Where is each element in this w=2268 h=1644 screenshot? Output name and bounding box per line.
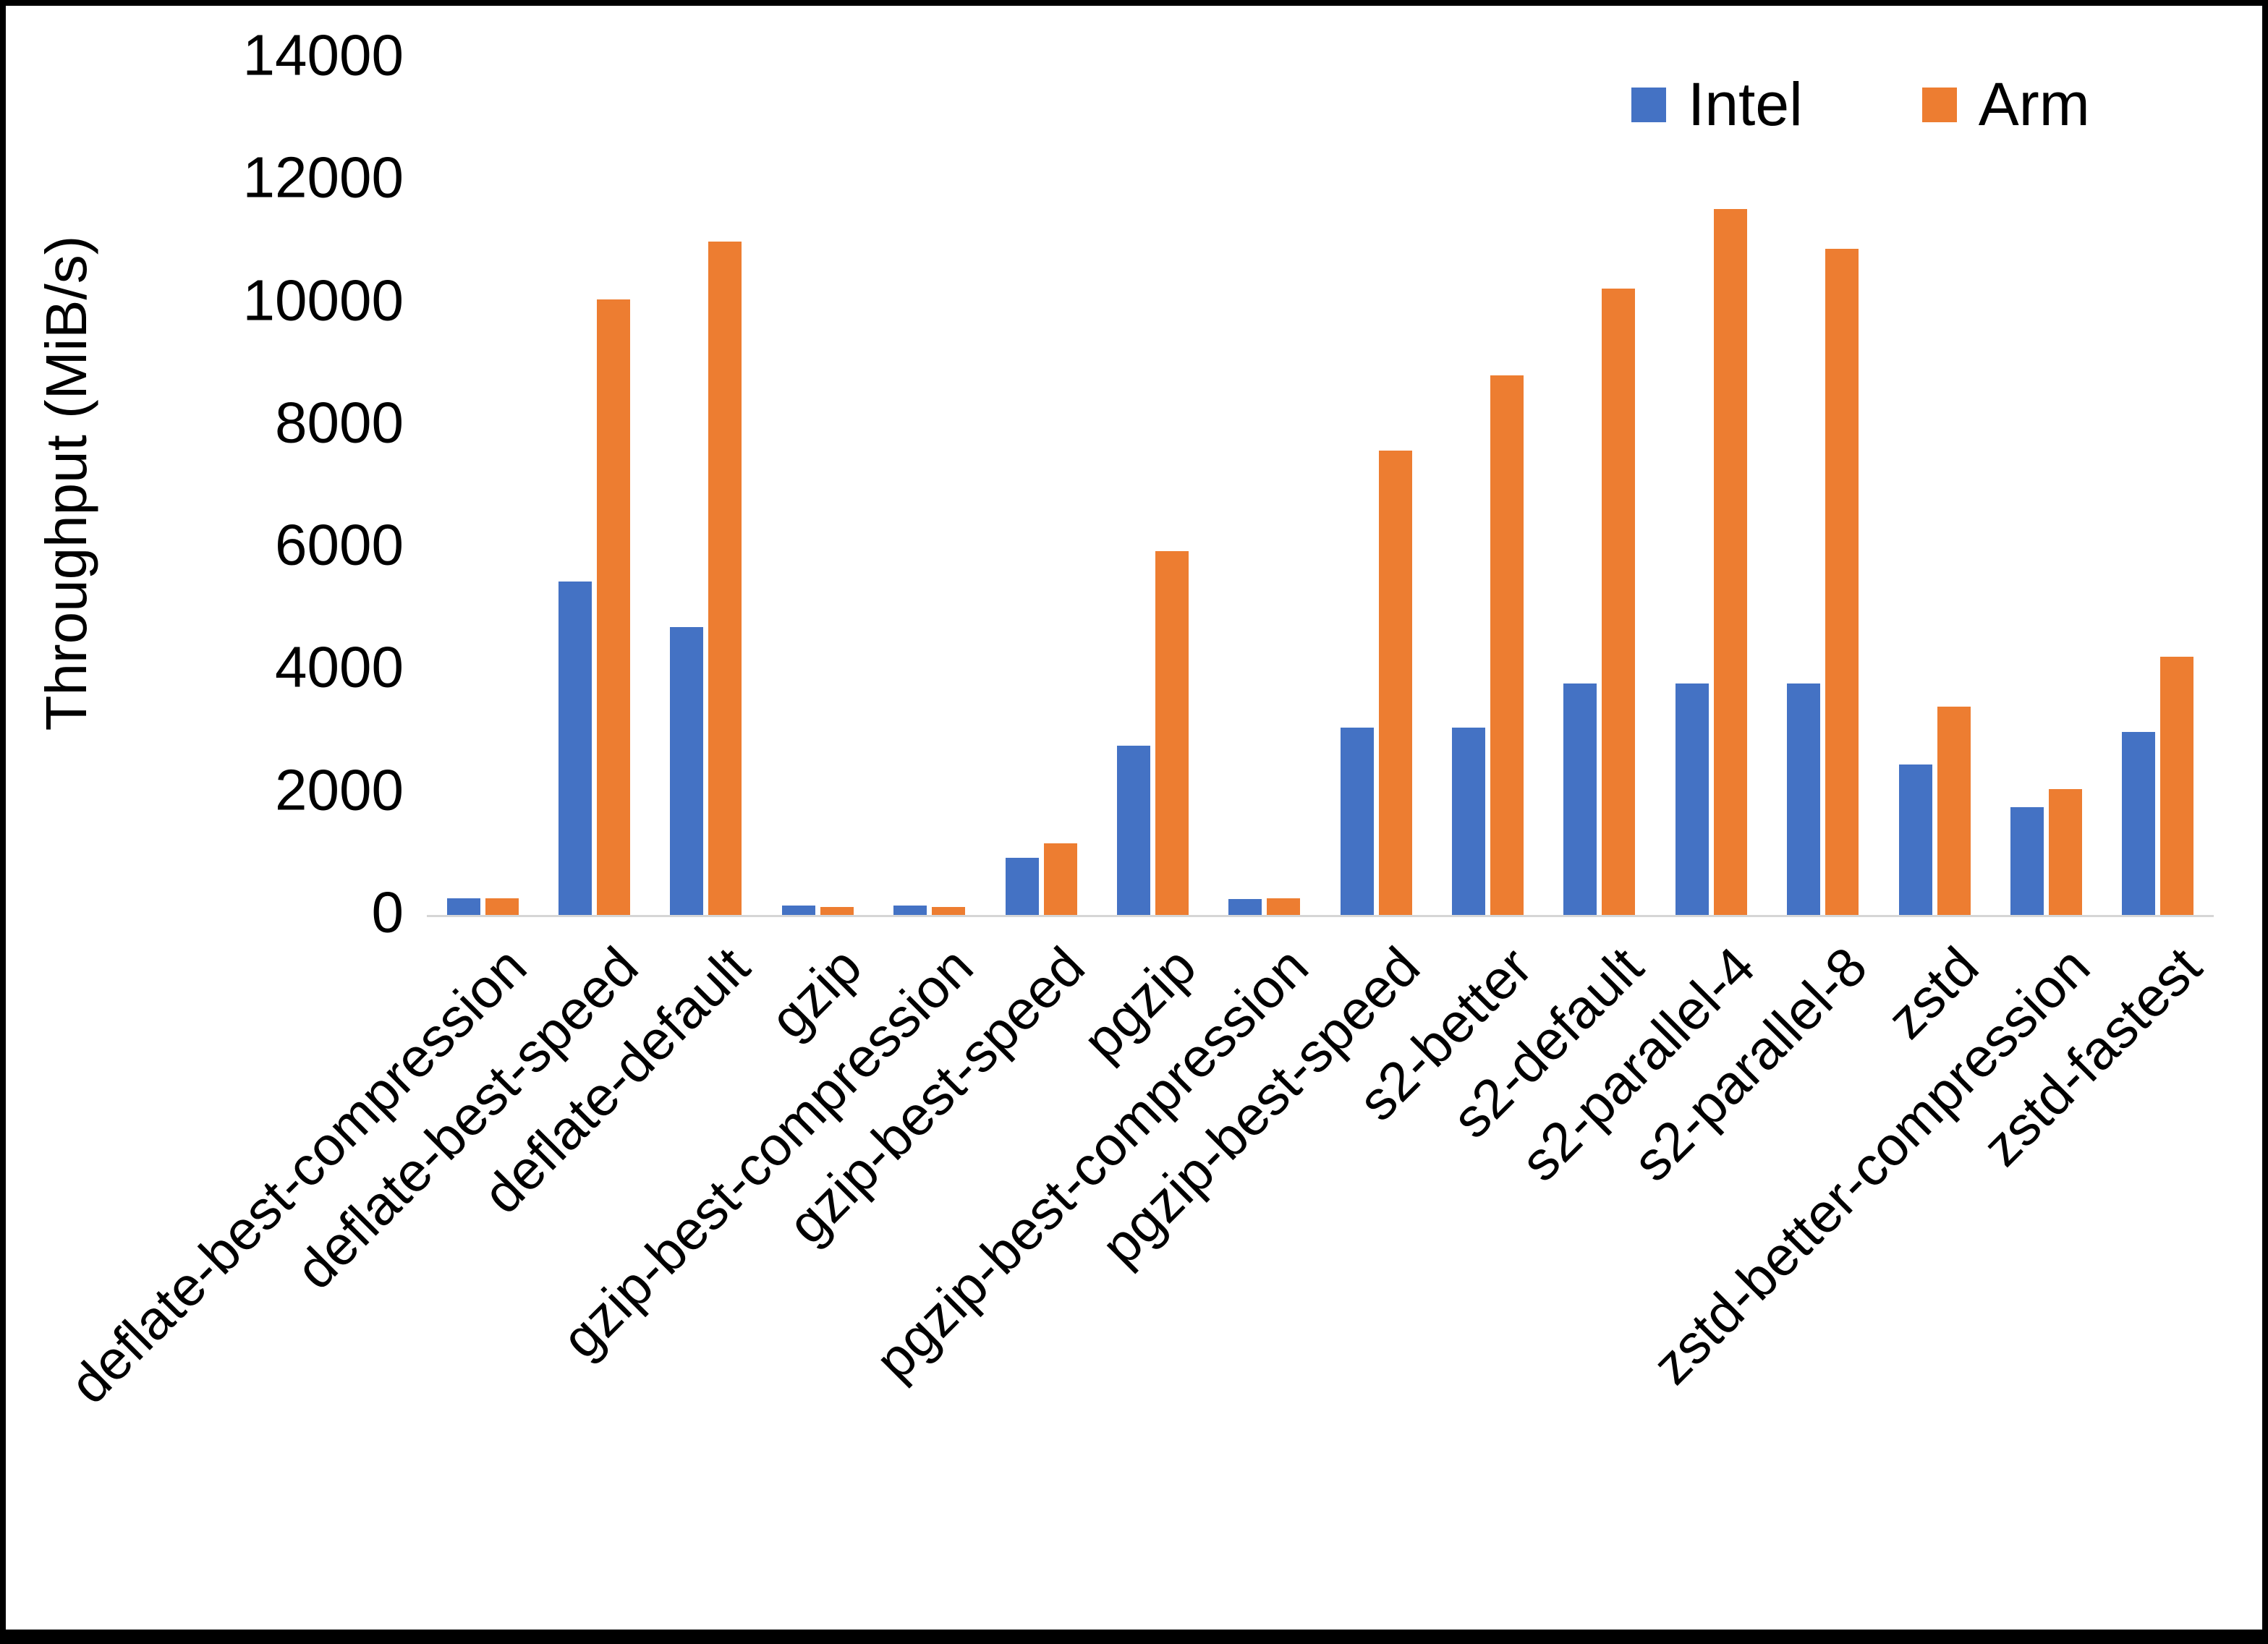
bar-arm-s2-better xyxy=(1490,375,1524,915)
bar-intel-pgzip xyxy=(1117,746,1150,915)
bar-intel-pgzip-best-compression xyxy=(1228,899,1262,915)
bar-arm-s2-default xyxy=(1602,289,1635,915)
bar-intel-zstd xyxy=(1899,764,1932,915)
bar-arm-zstd xyxy=(1937,707,1971,915)
y-tick-label: 10000 xyxy=(242,268,404,333)
x-axis-line xyxy=(427,915,2214,917)
bar-intel-zstd-better-compression xyxy=(2010,807,2044,915)
bar-arm-gzip-best-compression xyxy=(932,907,965,915)
bar-arm-s2-parallel-8 xyxy=(1825,249,1859,915)
legend-item-arm: Arm xyxy=(1921,69,2090,140)
bar-intel-s2-parallel-8 xyxy=(1787,683,1820,915)
y-tick-label: 4000 xyxy=(275,634,404,699)
bar-arm-pgzip xyxy=(1155,551,1189,915)
bar-intel-gzip-best-speed xyxy=(1006,858,1039,915)
y-tick-label: 14000 xyxy=(242,22,404,88)
bar-intel-gzip-best-compression xyxy=(893,906,927,915)
bar-intel-deflate-default xyxy=(670,627,703,915)
bar-arm-pgzip-best-compression xyxy=(1267,898,1300,915)
bar-intel-s2-default xyxy=(1563,683,1597,915)
bar-intel-deflate-best-compression xyxy=(447,898,480,915)
bar-arm-s2-parallel-4 xyxy=(1714,209,1747,915)
legend-item-intel: Intel xyxy=(1631,69,1803,140)
bar-arm-pgzip-best-speed xyxy=(1379,451,1412,915)
bar-intel-pgzip-best-speed xyxy=(1341,728,1374,915)
legend: Intel Arm xyxy=(1631,69,2090,140)
bar-arm-deflate-default xyxy=(708,242,742,915)
x-axis-label-deflate-best-compression: deflate-best-compression xyxy=(58,935,538,1416)
bar-intel-s2-parallel-4 xyxy=(1675,683,1709,915)
bar-arm-zstd-fastest xyxy=(2160,657,2193,915)
y-tick-label: 0 xyxy=(371,880,404,945)
legend-swatch-intel-icon xyxy=(1631,87,1666,122)
bar-arm-deflate-best-speed xyxy=(597,299,630,915)
bar-intel-zstd-fastest xyxy=(2122,732,2155,915)
bar-intel-gzip xyxy=(782,906,815,915)
y-tick-label: 2000 xyxy=(275,757,404,822)
bar-intel-s2-better xyxy=(1452,728,1485,915)
y-tick-label: 6000 xyxy=(275,512,404,577)
legend-swatch-arm-icon xyxy=(1921,87,1957,122)
legend-label-intel: Intel xyxy=(1688,70,1803,138)
legend-label-arm: Arm xyxy=(1978,70,2090,138)
y-tick-label: 8000 xyxy=(275,390,404,455)
bar-arm-gzip xyxy=(820,907,854,915)
bar-arm-deflate-best-compression xyxy=(485,898,519,915)
bar-arm-zstd-better-compression xyxy=(2049,789,2082,915)
bar-intel-deflate-best-speed xyxy=(558,582,592,915)
bar-arm-gzip-best-speed xyxy=(1044,843,1077,915)
y-tick-label: 12000 xyxy=(242,145,404,210)
